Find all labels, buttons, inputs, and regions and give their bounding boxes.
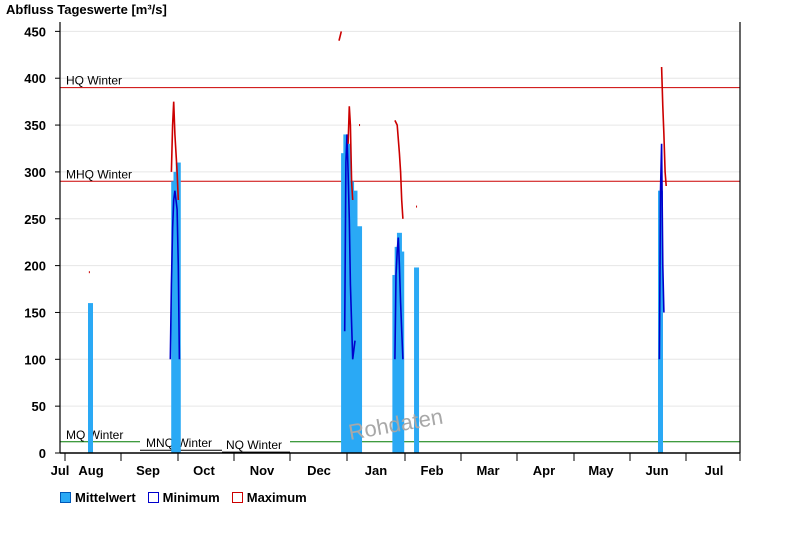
axes [59,22,741,454]
x-tick-label: Sep [136,463,160,478]
ref-line-label: MQ Winter [66,428,123,442]
minimum-line [169,190,181,360]
legend-label: Minimum [162,490,220,505]
maximum-line [338,31,343,41]
mean-bar [357,226,363,453]
chart-title: Abfluss Tageswerte [m³/s] [6,2,167,17]
x-axis-ticks: Jul Aug Sep Oct Nov Dec Jan Feb Mar Apr May Jun Jul [51,453,741,478]
y-axis-ticks: 0 50 100 150 200 250 300 350 400 450 [24,24,60,461]
legend-swatch [231,492,243,503]
legend-item: Minimum [147,490,220,505]
y-tick-label: 100 [24,352,46,367]
mean-bar [658,190,663,454]
maximum-line [347,106,354,201]
minimum-line [658,143,665,360]
x-tick-label: Jun [645,463,668,478]
x-tick-label: Feb [420,463,443,478]
mean-bar [414,267,420,453]
minimum-line [343,134,356,360]
maximum-line [170,101,180,201]
series-minimum [169,134,665,360]
ref-line-label: NQ Winter [226,438,282,452]
y-tick-label: 200 [24,259,46,274]
stray-marks [88,124,418,350]
x-tick-label: Jul [705,463,724,478]
mean-bar [399,251,405,453]
mean-bar [352,190,358,454]
legend-label: Mittelwert [75,490,136,505]
x-tick-label: Apr [533,463,555,478]
x-tick-label: Jan [365,463,387,478]
legend-item: Mittelwert [60,490,136,505]
x-tick-label: Mar [476,463,499,478]
legend-swatch [147,492,159,503]
mean-bar [88,303,93,453]
y-tick-label: 250 [24,212,46,227]
maximum-line [660,66,667,187]
mean-bar [345,143,351,453]
y-tick-label: 300 [24,165,46,180]
minimum-line [394,237,404,360]
y-tick-label: 400 [24,71,46,86]
x-tick-label: Oct [193,463,215,478]
legend-item: Maximum [231,490,307,505]
series-mittelwert [88,134,663,454]
y-tick-label: 150 [24,305,46,320]
y-tick-label: 350 [24,118,46,133]
maximum-line [394,120,404,219]
y-tick-label: 0 [39,446,46,461]
legend-label: Maximum [246,490,307,505]
x-tick-label: Dec [307,463,331,478]
y-tick-label: 50 [32,399,46,414]
series-maximum [170,31,667,219]
ref-line-label: HQ Winter [66,74,122,88]
legend: Mittelwert Minimum Maximum [60,490,307,505]
x-tick-label: Nov [250,463,275,478]
y-tick-label: 450 [24,24,46,39]
legend-swatch [60,492,71,503]
x-tick-label: May [588,463,614,478]
x-tick-label: Aug [78,463,103,478]
ref-line-label: MHQ Winter [66,167,132,181]
x-tick-label: Jul [51,463,70,478]
